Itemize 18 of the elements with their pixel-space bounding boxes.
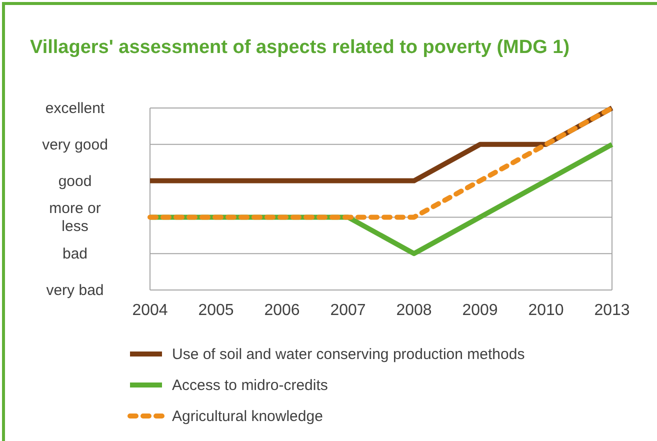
x-tick-label: 2006 xyxy=(264,302,300,319)
x-tick-label: 2008 xyxy=(396,302,432,319)
x-tick-label: 2009 xyxy=(462,302,498,319)
x-tick-label: 2013 xyxy=(594,302,630,319)
legend-label: Access to midro-credits xyxy=(172,377,328,394)
category-label: very good xyxy=(42,136,108,154)
legend-label: Use of soil and water conserving production methods xyxy=(172,346,525,363)
legend-label: Agricultural knowledge xyxy=(172,408,323,425)
category-label: bad xyxy=(62,246,88,263)
chart-title: Villagers' assessment of aspects related to poverty (MDG 1) xyxy=(30,37,570,58)
x-tick-label: 2004 xyxy=(132,302,168,319)
category-label: more or less xyxy=(49,200,101,236)
x-tick-label: 2010 xyxy=(528,302,564,319)
x-tick-label: 2007 xyxy=(330,302,366,319)
x-tick-label: 2005 xyxy=(198,302,234,319)
category-label: excellent xyxy=(45,100,105,117)
category-label: good xyxy=(58,172,92,190)
category-label: very bad xyxy=(46,282,104,299)
